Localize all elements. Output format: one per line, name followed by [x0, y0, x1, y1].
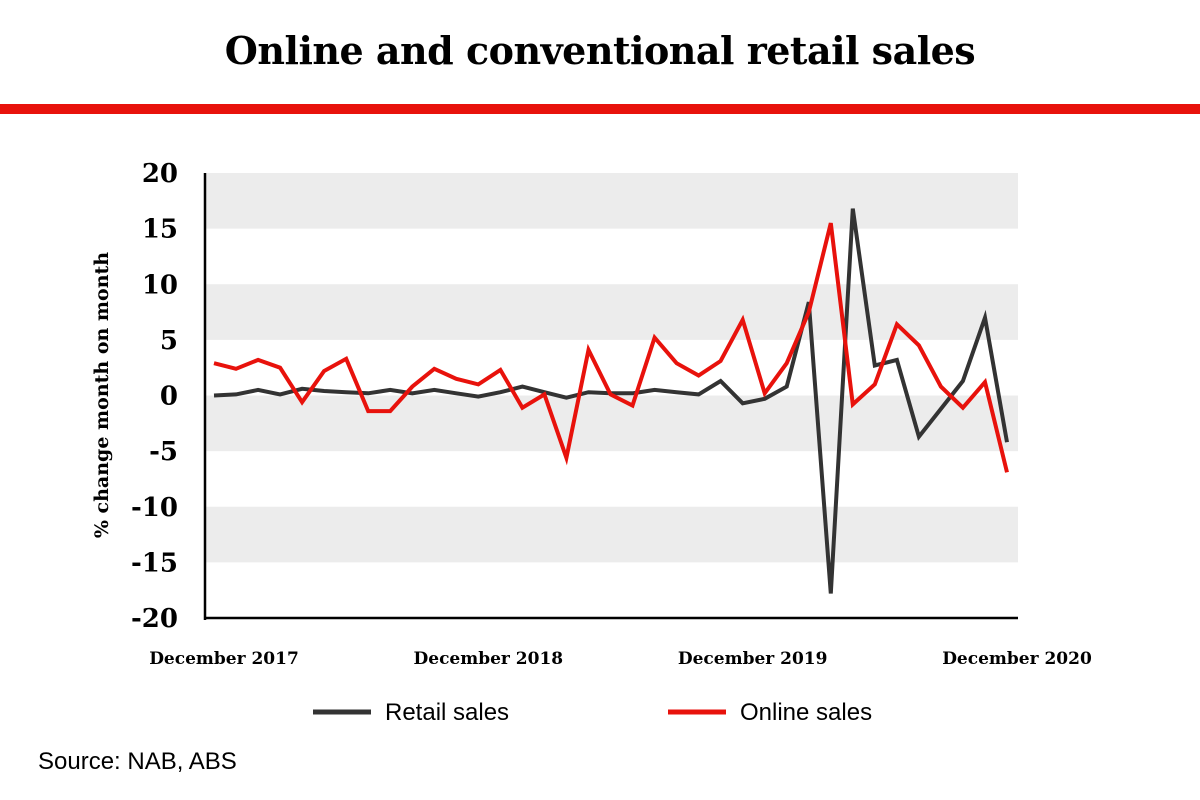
y-tick-label: 20 [142, 159, 178, 189]
grid-band [205, 395, 1018, 452]
legend-label: Retail sales [385, 699, 509, 726]
y-tick-label: -20 [131, 604, 178, 634]
x-tick-label: December 2020 [942, 649, 1092, 669]
y-tick-label: 5 [160, 326, 178, 356]
grid-band [205, 173, 1018, 229]
title-rule [0, 104, 1200, 114]
y-tick-label: 15 [142, 215, 178, 245]
chart-title: Online and conventional retail sales [224, 28, 976, 73]
grid-band [205, 284, 1018, 340]
grid-band [205, 506, 1018, 563]
y-tick-label: 10 [142, 270, 178, 300]
y-axis-label: % change month on month [91, 252, 113, 538]
y-tick-label: 0 [160, 382, 178, 412]
y-tick-label: -10 [131, 493, 178, 523]
x-tick-label: December 2019 [678, 649, 828, 669]
x-tick-label: December 2017 [149, 649, 299, 669]
legend-label: Online sales [740, 699, 872, 726]
source-note: Source: NAB, ABS [38, 748, 237, 775]
x-tick-label: December 2018 [414, 649, 564, 669]
y-tick-label: -5 [149, 437, 178, 467]
series-line-online-sales [213, 222, 1009, 473]
y-tick-label: -15 [131, 548, 178, 578]
